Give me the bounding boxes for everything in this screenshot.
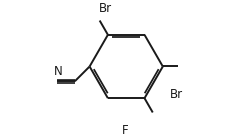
Text: F: F xyxy=(122,124,128,137)
Text: Br: Br xyxy=(99,2,112,15)
Text: Br: Br xyxy=(169,88,182,101)
Text: N: N xyxy=(54,65,63,78)
